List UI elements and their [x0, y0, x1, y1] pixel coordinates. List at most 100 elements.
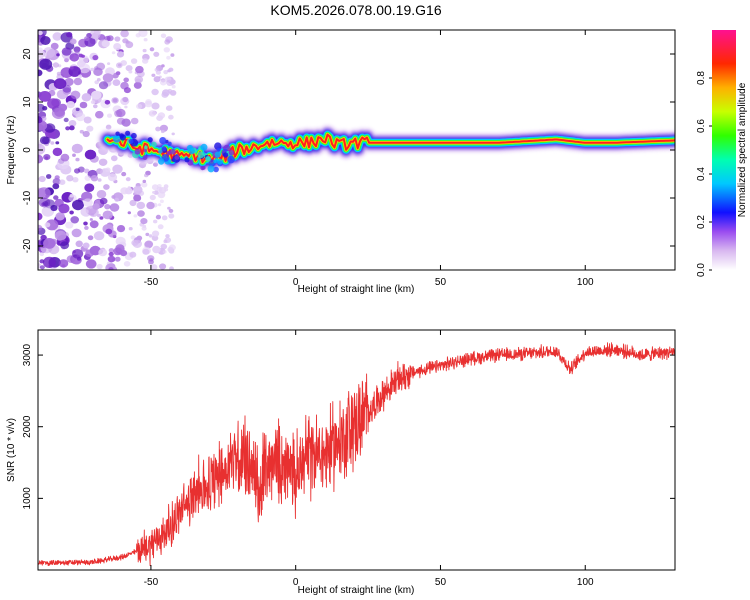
x-tick-label: 0 — [293, 577, 299, 588]
x-tick-label: 50 — [435, 277, 447, 288]
noise-speckle — [108, 251, 114, 257]
noise-speckle — [60, 241, 70, 250]
noise-speckle — [103, 184, 110, 190]
noise-speckle — [123, 77, 129, 83]
noise-speckle — [111, 51, 116, 55]
noise-speckle — [150, 264, 158, 270]
signal-blob — [167, 141, 172, 146]
noise-speckle — [52, 147, 63, 157]
signal-blob — [217, 158, 223, 165]
noise-speckle — [76, 257, 82, 261]
noise-speckle — [56, 53, 60, 57]
noise-speckle — [44, 222, 51, 228]
noise-speckle — [163, 47, 170, 53]
noise-speckle — [68, 120, 77, 127]
noise-speckle — [159, 199, 164, 204]
noise-speckle — [157, 224, 164, 230]
colorbar-tick-label: 0.4 — [696, 167, 707, 181]
noise-speckle — [38, 143, 46, 155]
noise-speckle — [159, 124, 168, 132]
noise-speckle — [114, 197, 120, 202]
noise-speckle — [75, 107, 80, 112]
noise-speckle — [170, 53, 175, 57]
noise-speckle — [79, 101, 88, 109]
noise-speckle — [39, 265, 45, 270]
noise-speckle — [84, 183, 95, 192]
noise-speckle — [42, 106, 48, 111]
noise-speckle — [82, 209, 89, 215]
noise-speckle — [125, 177, 131, 182]
noise-speckle — [54, 175, 60, 180]
noise-speckle — [152, 230, 160, 237]
colorbar: 0.0 0.2 0.4 0.6 0.8 Normalized spectral ampl… — [696, 30, 748, 277]
snr-frame — [37, 329, 676, 571]
noise-speckle — [92, 55, 99, 61]
noise-speckle — [64, 58, 69, 63]
noise-speckle — [84, 168, 90, 174]
noise-speckle — [69, 66, 74, 70]
noise-speckle — [105, 228, 113, 235]
noise-speckle — [84, 36, 90, 42]
noise-speckle — [142, 48, 147, 53]
noise-speckle — [81, 93, 92, 102]
noise-speckle — [112, 79, 121, 86]
noise-speckle — [78, 74, 83, 79]
noise-speckle — [69, 193, 74, 198]
noise-speckle — [63, 117, 69, 123]
noise-speckle — [39, 252, 45, 257]
noise-speckle — [69, 125, 75, 131]
noise-speckle — [108, 248, 115, 253]
noise-speckle — [99, 197, 108, 205]
noise-speckle — [165, 105, 173, 111]
noise-speckle — [73, 46, 81, 53]
noise-speckle — [38, 69, 43, 77]
noise-speckle — [159, 263, 167, 270]
noise-speckle — [142, 224, 147, 228]
noise-speckle — [149, 194, 156, 201]
noise-speckle — [71, 143, 83, 154]
noise-speckle — [69, 210, 74, 215]
noise-speckle — [161, 64, 165, 68]
noise-speckle — [144, 173, 149, 178]
noise-speckle — [55, 212, 65, 221]
noise-speckle — [60, 153, 70, 162]
signal-blob — [227, 155, 235, 164]
noise-speckle — [90, 100, 96, 104]
noise-speckle — [58, 203, 70, 214]
noise-speckle — [38, 197, 51, 208]
noise-speckle — [152, 191, 156, 194]
noise-speckle — [83, 116, 92, 124]
snr-y-ticks: 1000 2000 3000 — [22, 344, 675, 509]
noise-speckle — [114, 110, 123, 118]
spectrogram-x-label: Height of straight line (km) — [298, 284, 415, 295]
noise-speckle — [153, 51, 160, 57]
noise-speckle — [137, 210, 145, 217]
noise-speckle — [123, 261, 131, 267]
noise-speckle — [115, 244, 125, 253]
noise-speckle — [162, 250, 167, 254]
noise-speckle — [94, 199, 101, 206]
signal-blob — [134, 148, 141, 155]
noise-speckle — [98, 248, 108, 257]
noise-speckle — [148, 234, 153, 238]
noise-speckle — [111, 195, 116, 199]
noise-speckle — [168, 213, 175, 219]
noise-speckle — [59, 179, 66, 185]
noise-speckle — [102, 73, 114, 83]
signal-blob — [200, 143, 208, 151]
noise-speckle — [99, 216, 104, 220]
noise-speckle — [163, 184, 169, 189]
noise-speckle — [116, 51, 125, 58]
noise-speckle — [160, 129, 165, 134]
noise-speckle — [42, 256, 56, 268]
noise-speckle — [169, 266, 174, 270]
noise-speckle — [61, 47, 72, 56]
noise-speckle — [50, 42, 59, 50]
noise-speckle — [101, 40, 110, 48]
noise-speckle — [157, 112, 166, 119]
noise-speckle — [155, 214, 161, 220]
x-tick-label: 100 — [577, 577, 594, 588]
noise-speckle — [135, 33, 141, 38]
signal-blob — [174, 155, 180, 160]
